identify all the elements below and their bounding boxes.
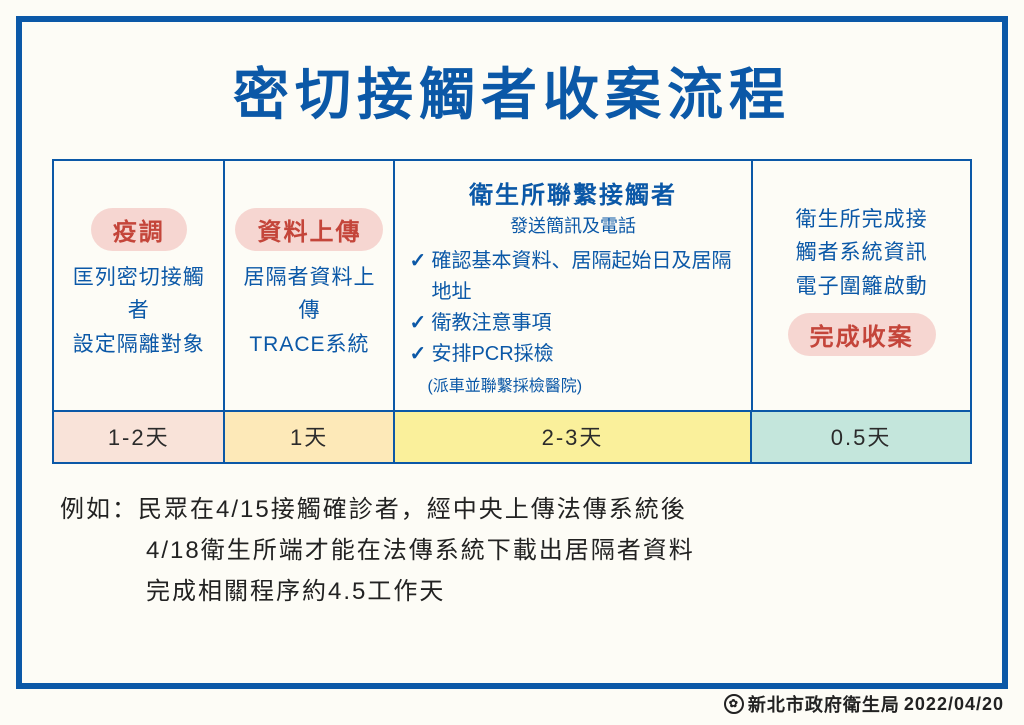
step-4-desc-line1: 衛生所完成接	[796, 203, 928, 237]
step-1-desc: 匡列密切接觸者 設定隔離對象	[64, 261, 213, 362]
checklist-item: 衛教注意事項	[409, 308, 740, 339]
process-flow: 疫調 匡列密切接觸者 設定隔離對象 資料上傳 居隔者資料上傳 TRACE系統 衛…	[52, 159, 972, 464]
step-2: 資料上傳 居隔者資料上傳 TRACE系統	[223, 161, 393, 410]
step-4-desc-line2: 觸者系統資訊	[796, 236, 928, 270]
checklist-item: 確認基本資料、居隔起始日及居隔地址	[409, 246, 740, 308]
example-prefix: 例如：	[60, 496, 138, 523]
example-line1: 民眾在4/15接觸確診者，經中央上傳法傳系統後	[138, 496, 687, 523]
example-line2: 4/18衛生所端才能在法傳系統下載出居隔者資料	[60, 531, 964, 572]
example-text: 例如：民眾在4/15接觸確診者，經中央上傳法傳系統後 4/18衛生所端才能在法傳…	[52, 490, 972, 612]
footer-date: 2022/04/20	[904, 694, 1004, 715]
step-2-desc: 居隔者資料上傳 TRACE系統	[235, 261, 383, 362]
example-line3: 完成相關程序約4.5工作天	[60, 572, 964, 613]
step-3-time: 2-3天	[393, 412, 750, 462]
process-content-row: 疫調 匡列密切接觸者 設定隔離對象 資料上傳 居隔者資料上傳 TRACE系統 衛…	[54, 161, 970, 410]
step-3: 衛生所聯繫接觸者 發送簡訊及電話 確認基本資料、居隔起始日及居隔地址 衛教注意事…	[393, 161, 750, 410]
footer-org: 新北市政府衛生局	[748, 691, 900, 717]
step-2-pill: 資料上傳	[235, 208, 383, 251]
step-1-time: 1-2天	[54, 412, 223, 462]
infographic-frame: 密切接觸者收案流程 疫調 匡列密切接觸者 設定隔離對象 資料上傳 居隔者資料上傳…	[16, 16, 1008, 689]
step-4-pill: 完成收案	[788, 313, 936, 356]
step-1-pill: 疫調	[91, 208, 187, 251]
step-4-desc: 衛生所完成接 觸者系統資訊 電子圍籬啟動	[796, 203, 928, 304]
process-time-row: 1-2天 1天 2-3天 0.5天	[54, 410, 970, 462]
step-4-desc-line3: 電子圍籬啟動	[796, 270, 928, 304]
step-1: 疫調 匡列密切接觸者 設定隔離對象	[54, 161, 223, 410]
step-3-subheading: 發送簡訊及電話	[510, 212, 636, 238]
step-3-note: (派車並聯繫採檢醫院)	[405, 372, 582, 396]
footer: ✿ 新北市政府衛生局2022/04/20	[724, 691, 1004, 717]
org-logo-icon: ✿	[724, 694, 744, 714]
step-4: 衛生所完成接 觸者系統資訊 電子圍籬啟動 完成收案	[751, 161, 971, 410]
checklist-item: 安排PCR採檢	[409, 339, 740, 370]
step-3-heading: 衛生所聯繫接觸者	[469, 175, 677, 210]
step-4-time: 0.5天	[750, 412, 970, 462]
step-1-desc-line1: 匡列密切接觸者	[64, 261, 213, 328]
step-2-desc-line2: TRACE系統	[235, 328, 383, 362]
step-2-desc-line1: 居隔者資料上傳	[235, 261, 383, 328]
step-3-checklist: 確認基本資料、居隔起始日及居隔地址 衛教注意事項 安排PCR採檢	[405, 246, 740, 370]
step-1-desc-line2: 設定隔離對象	[64, 328, 213, 362]
page-title: 密切接觸者收案流程	[52, 50, 972, 131]
step-2-time: 1天	[223, 412, 392, 462]
